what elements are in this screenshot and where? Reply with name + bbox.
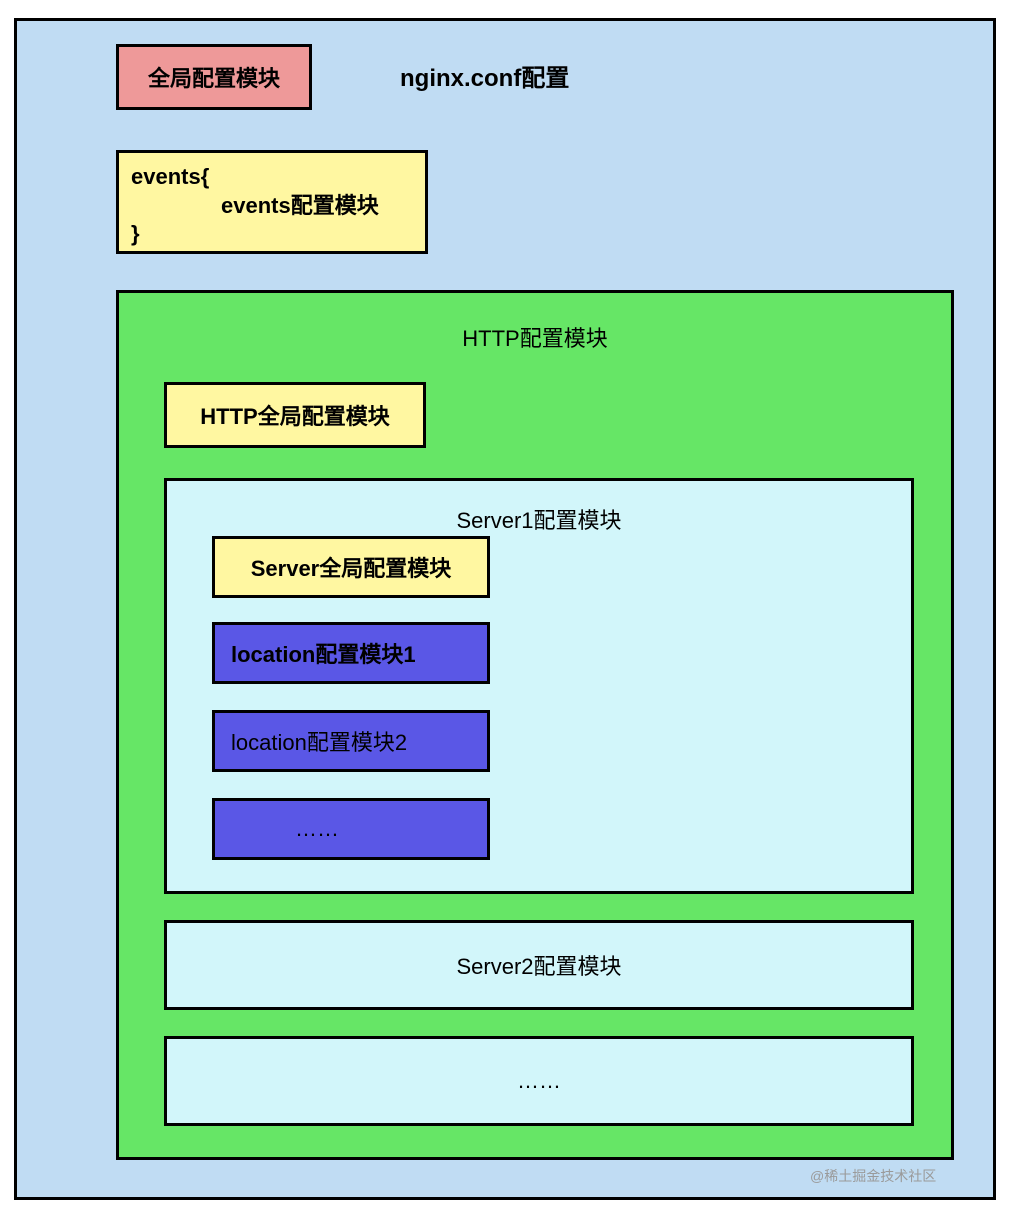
server2-box: Server2配置模块: [164, 920, 914, 1010]
events-line3: }: [131, 220, 425, 249]
events-box: events{ events配置模块 }: [116, 150, 428, 254]
http-global-label: HTTP全局配置模块: [200, 399, 389, 431]
http-global-box: HTTP全局配置模块: [164, 382, 426, 448]
server2-label: Server2配置模块: [456, 949, 621, 981]
global-config-box: 全局配置模块: [116, 44, 312, 110]
diagram-canvas: nginx.conf配置 全局配置模块 events{ events配置模块 }…: [0, 0, 1012, 1228]
location2-label: location配置模块2: [231, 725, 407, 757]
events-line2: events配置模块: [131, 192, 425, 221]
location-more-box: ……: [212, 798, 490, 860]
watermark: @稀土掘金技术社区: [810, 1166, 936, 1186]
location2-box: location配置模块2: [212, 710, 490, 772]
global-config-label: 全局配置模块: [148, 61, 280, 93]
server-more-box: ……: [164, 1036, 914, 1126]
location-more-label: ……: [295, 816, 339, 842]
diagram-title: nginx.conf配置: [400, 58, 569, 93]
http-box-title: HTTP配置模块: [119, 321, 951, 353]
location1-box: location配置模块1: [212, 622, 490, 684]
location1-label: location配置模块1: [231, 637, 416, 669]
server1-title: Server1配置模块: [167, 503, 911, 535]
server-more-label: ……: [517, 1068, 561, 1094]
server-global-label: Server全局配置模块: [251, 551, 452, 583]
server-global-box: Server全局配置模块: [212, 536, 490, 598]
events-line1: events{: [131, 163, 425, 192]
